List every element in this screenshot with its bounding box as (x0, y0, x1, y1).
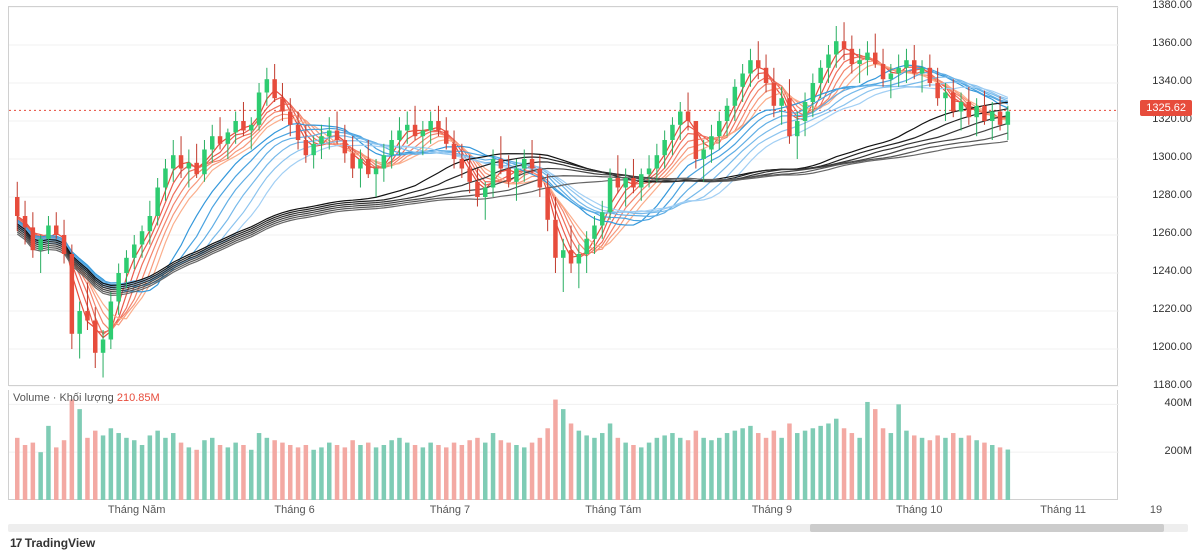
tradingview-watermark: 17 TradingView (10, 536, 95, 550)
price-tick-label: 1300.00 (1152, 151, 1192, 163)
volume-y-axis: 200M 400M (1120, 390, 1192, 500)
volume-chart-svg (9, 390, 1119, 500)
price-chart-svg (9, 7, 1119, 387)
x-tick-label: Tháng 7 (430, 504, 470, 516)
price-tick-label: 1260.00 (1152, 227, 1192, 239)
volume-tick-label: 400M (1164, 397, 1192, 409)
x-tick-label: Tháng 10 (896, 504, 942, 516)
tradingview-logo-icon: 17 (10, 536, 21, 550)
price-tick-label: 1340.00 (1152, 75, 1192, 87)
price-tick-label: 1380.00 (1152, 0, 1192, 11)
volume-legend-label: Volume · Khối lượng (13, 392, 114, 404)
x-axis-right-label: 19 (1120, 504, 1192, 516)
x-tick-label: Tháng Năm (108, 504, 165, 516)
x-tick-label: Tháng 11 (1040, 504, 1086, 516)
price-tick-label: 1200.00 (1152, 341, 1192, 353)
time-x-axis: Tháng Năm Tháng 6 Tháng 7 Tháng Tám Tháng 9 T… (8, 504, 1118, 522)
time-scrollbar[interactable] (8, 524, 1188, 532)
volume-panel[interactable]: Volume · Khối lượng 210.85M (8, 390, 1118, 500)
x-tick-label: Tháng 6 (274, 504, 314, 516)
scrollbar-thumb[interactable] (810, 524, 1164, 532)
price-tick-label: 1360.00 (1152, 37, 1192, 49)
volume-tick-label: 200M (1164, 445, 1192, 457)
price-chart-panel[interactable] (8, 6, 1118, 386)
current-price-badge: 1325.62 (1140, 100, 1192, 116)
volume-legend-value: 210.85M (117, 392, 160, 404)
watermark-text: TradingView (25, 536, 95, 550)
price-tick-label: 1280.00 (1152, 189, 1192, 201)
price-tick-label: 1220.00 (1152, 303, 1192, 315)
x-tick-label: Tháng 9 (752, 504, 792, 516)
x-tick-label: Tháng Tám (585, 504, 641, 516)
price-y-axis: 1180.001200.001220.001240.001260.001280.… (1120, 6, 1192, 386)
volume-legend: Volume · Khối lượng 210.85M (13, 392, 160, 404)
price-tick-label: 1240.00 (1152, 265, 1192, 277)
